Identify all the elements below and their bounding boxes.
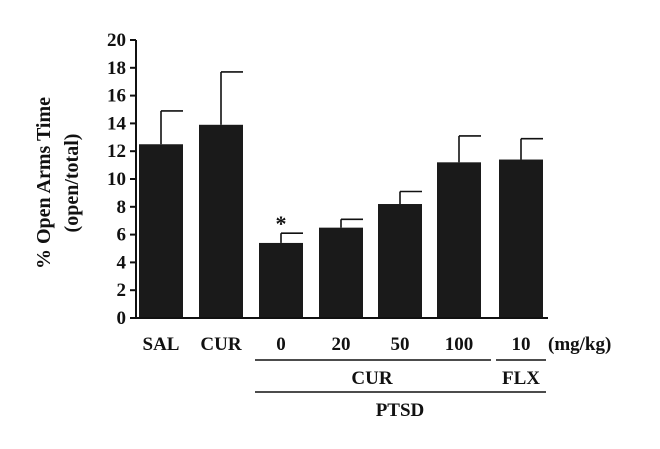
bar bbox=[319, 227, 363, 318]
y-tick-label: 6 bbox=[117, 225, 127, 246]
x-tick-label: 0 bbox=[276, 334, 286, 355]
y-tick-label: 10 bbox=[107, 169, 126, 190]
bar bbox=[437, 162, 481, 318]
ptsd-group-label: PTSD bbox=[376, 400, 425, 421]
bar bbox=[139, 144, 183, 318]
y-tick-label: 14 bbox=[107, 113, 127, 134]
x-tick-label: SAL bbox=[143, 334, 180, 355]
y-axis-label: % Open Arms Time bbox=[33, 97, 55, 269]
cur-group-label: CUR bbox=[351, 368, 392, 389]
y-tick-label: 8 bbox=[117, 197, 127, 218]
x-tick-label: 50 bbox=[391, 334, 410, 355]
y-axis-ticks: 0 2 4 6 8 10 12 14 16 18 20 bbox=[107, 30, 136, 329]
x-axis-tick-labels: SAL CUR 0 20 50 100 10 bbox=[143, 334, 531, 355]
x-tick-label: 20 bbox=[332, 334, 351, 355]
y-tick-label: 0 bbox=[117, 308, 127, 329]
y-tick-label: 2 bbox=[117, 280, 127, 301]
bar bbox=[199, 124, 243, 318]
x-tick-label: CUR bbox=[200, 334, 241, 355]
x-tick-label: 10 bbox=[512, 334, 531, 355]
unit-label: (mg/kg) bbox=[548, 334, 611, 355]
y-tick-label: 18 bbox=[107, 58, 126, 79]
flx-group-label: FLX bbox=[502, 368, 540, 389]
significance-marker: * bbox=[276, 211, 287, 236]
bar bbox=[259, 242, 303, 318]
y-tick-label: 4 bbox=[117, 252, 127, 273]
bar bbox=[378, 204, 422, 318]
x-tick-label: 100 bbox=[445, 334, 474, 355]
y-axis-label-secondary: (open/total) bbox=[61, 134, 83, 233]
bars-group: * bbox=[139, 71, 543, 318]
y-tick-label: 12 bbox=[107, 141, 126, 162]
y-tick-label: 20 bbox=[107, 30, 126, 51]
bar bbox=[499, 159, 543, 318]
y-tick-label: 16 bbox=[107, 86, 126, 107]
